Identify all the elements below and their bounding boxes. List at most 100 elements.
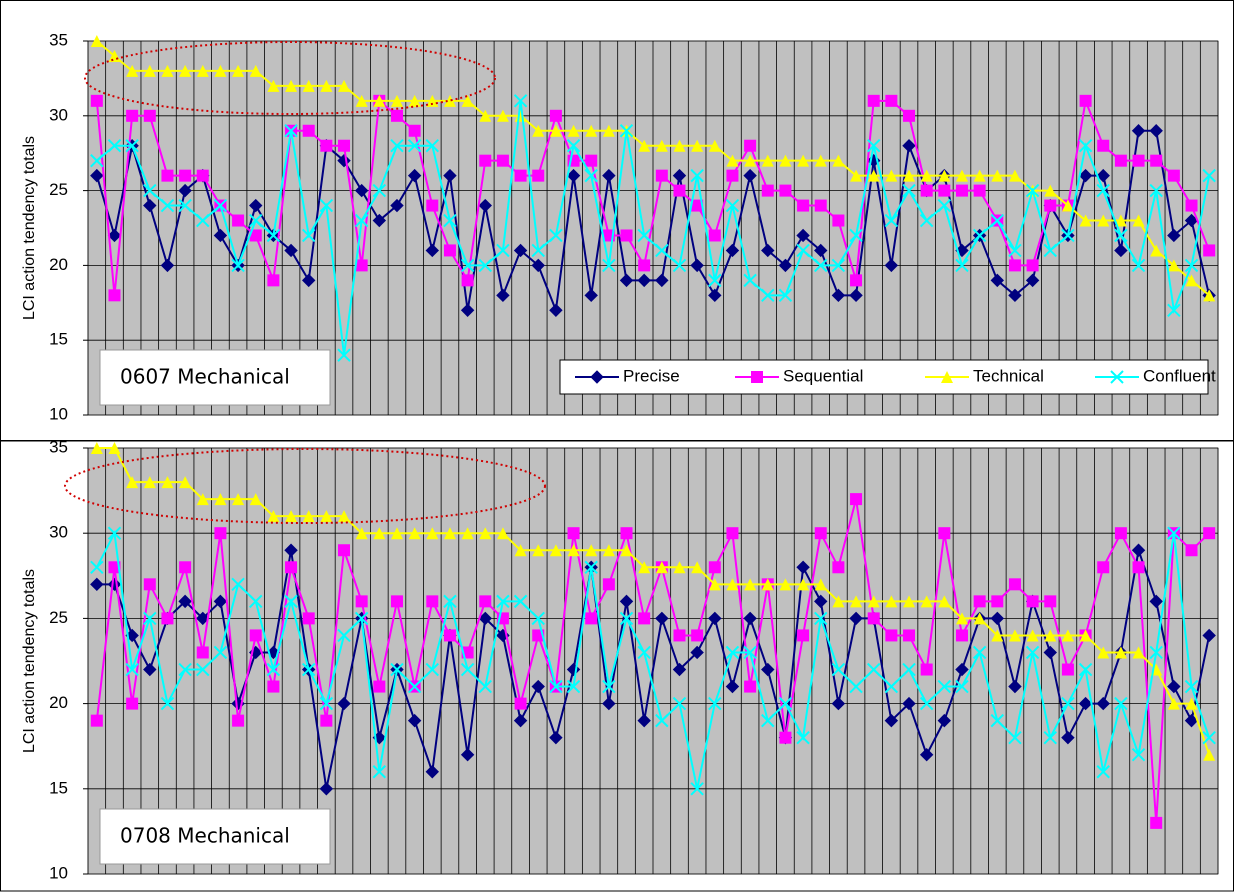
marker xyxy=(425,765,440,779)
marker xyxy=(955,629,968,642)
marker xyxy=(955,184,968,197)
marker xyxy=(566,679,581,694)
marker xyxy=(708,273,722,288)
marker xyxy=(797,629,810,642)
marker xyxy=(744,139,757,152)
marker xyxy=(566,662,581,677)
y-tick-label: 20 xyxy=(49,255,68,274)
marker xyxy=(902,183,916,198)
marker xyxy=(426,527,439,540)
marker xyxy=(672,168,687,183)
marker xyxy=(991,629,1004,642)
marker xyxy=(549,124,562,137)
marker xyxy=(479,595,492,608)
marker xyxy=(443,168,457,183)
marker xyxy=(673,561,686,574)
marker xyxy=(690,168,704,183)
marker xyxy=(496,527,509,540)
marker xyxy=(1202,730,1216,745)
marker xyxy=(284,543,298,557)
marker xyxy=(673,629,686,642)
marker xyxy=(443,244,456,257)
marker xyxy=(725,243,740,258)
marker xyxy=(196,213,210,228)
marker xyxy=(1203,289,1216,302)
marker xyxy=(673,184,686,197)
marker xyxy=(937,713,952,728)
marker xyxy=(902,696,916,711)
marker xyxy=(885,94,898,107)
marker xyxy=(885,595,898,608)
marker xyxy=(850,169,863,182)
y-tick-label: 15 xyxy=(49,778,68,797)
marker xyxy=(691,199,704,212)
marker xyxy=(637,273,651,288)
marker xyxy=(619,594,634,609)
marker xyxy=(850,493,863,506)
y-tick-label: 35 xyxy=(49,30,68,49)
marker xyxy=(938,595,951,608)
marker xyxy=(620,229,633,242)
marker xyxy=(708,288,722,303)
marker xyxy=(708,561,721,574)
marker xyxy=(460,303,475,317)
series-line xyxy=(95,129,1211,311)
marker xyxy=(390,109,403,122)
marker xyxy=(691,561,704,574)
marker xyxy=(390,94,403,107)
marker xyxy=(920,663,933,676)
y-tick-label: 30 xyxy=(49,523,68,542)
marker xyxy=(319,198,334,213)
marker xyxy=(672,662,687,677)
series-line xyxy=(96,40,1210,297)
marker xyxy=(744,680,757,693)
marker xyxy=(779,184,792,197)
marker xyxy=(214,493,227,506)
marker xyxy=(249,493,262,506)
marker xyxy=(1096,765,1110,779)
marker xyxy=(143,662,157,677)
marker xyxy=(513,594,528,609)
marker xyxy=(1096,183,1110,198)
marker xyxy=(90,560,104,574)
marker xyxy=(1149,645,1163,660)
marker xyxy=(90,35,103,47)
marker xyxy=(478,679,492,694)
marker xyxy=(301,228,316,243)
marker xyxy=(549,544,562,557)
marker xyxy=(90,442,103,454)
marker xyxy=(672,258,687,273)
marker xyxy=(672,696,687,711)
marker xyxy=(743,645,757,660)
marker xyxy=(407,679,422,694)
marker xyxy=(725,198,740,213)
marker xyxy=(1184,213,1199,228)
marker xyxy=(955,662,969,677)
marker xyxy=(496,154,509,167)
y-tick-label: 10 xyxy=(49,404,68,423)
marker xyxy=(637,713,651,728)
marker xyxy=(285,79,298,92)
marker xyxy=(814,243,828,258)
marker xyxy=(778,258,793,273)
marker xyxy=(744,578,757,591)
highlight-ellipse xyxy=(84,41,496,115)
marker xyxy=(354,183,369,198)
marker xyxy=(903,169,916,182)
marker xyxy=(1026,629,1039,642)
marker xyxy=(1061,696,1075,711)
marker xyxy=(301,273,316,288)
marker xyxy=(1149,594,1163,609)
marker xyxy=(443,527,456,540)
marker xyxy=(655,561,668,574)
marker xyxy=(213,645,228,660)
marker xyxy=(691,139,704,152)
marker xyxy=(1202,628,1216,643)
marker xyxy=(602,696,616,711)
legend-marker xyxy=(941,371,953,383)
marker xyxy=(726,578,739,591)
marker xyxy=(1150,154,1163,167)
marker xyxy=(567,527,580,540)
marker xyxy=(179,64,192,77)
